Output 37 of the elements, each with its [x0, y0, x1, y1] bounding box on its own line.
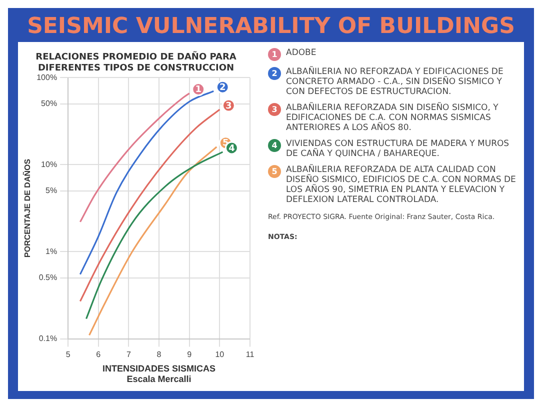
- legend-label: VIVIENDAS CON ESTRUCTURA DE MADERA Y MUROS DE CAÑA Y QUINCHA / BAHAREQUE.: [286, 139, 510, 159]
- y-tick-label: 10%: [41, 160, 58, 169]
- y-tick-label: 100%: [36, 72, 58, 82]
- y-axis-title: PORCENTAJE DE DAÑOS: [22, 158, 32, 258]
- line-series: [79, 90, 214, 276]
- text: 4: [272, 141, 278, 150]
- x-tick-label: 7: [126, 350, 132, 359]
- line-series: [79, 92, 190, 223]
- text: 5: [272, 167, 278, 176]
- chart-subtitle: RELACIONES PROMEDIO DE DAÑO PARA DIFERENTES TIPOS DE CONSTRUCCION: [36, 50, 236, 74]
- x-tick-label: 6: [96, 350, 102, 359]
- line-series: [79, 108, 220, 302]
- legend-label: ALBAÑILERIA REFORZADA SIN DISEÑO SISMICO, Y EDIFICACIONES DE C.A. CON NORMAS SISMICAS ANTERIORES A LOS AÑOS 80.: [286, 103, 500, 133]
- legend-label: ALBAÑILERIA NO REFORZADA Y EDIFICACIONES DE CONCRETO ARMADO - C.A., SIN DISEÑO SISMICO Y CON DEFECTOS DE ESTRUCTURACION.: [286, 67, 504, 97]
- y-tick-label: 0.5%: [38, 273, 58, 282]
- legend-label: ADOBE: [286, 48, 316, 58]
- x-tick-label: 8: [156, 350, 162, 359]
- x-tick-label: 5: [66, 350, 71, 359]
- chart-title: SEISMIC VULNERABILITY OF BUILDINGS: [26, 13, 516, 41]
- y-tick-label: 0.1%: [38, 334, 58, 344]
- annotation: 1: [195, 85, 202, 96]
- line-series: [88, 146, 218, 336]
- x-tick-label: 10: [215, 350, 225, 359]
- annotation: 3: [226, 101, 232, 112]
- line-series: [85, 151, 224, 320]
- legend-label: ALBAÑILERIA REFORZADA DE ALTA CALIDAD CON DISEÑO SISMICO, EDIFICIOS DE C.A. CON NORMAS DE LOS AÑOS 90, SIMETRIA EN PLANTA Y ELEVACION Y DEFLEXION LATERAL CONTROLADA.: [286, 165, 517, 205]
- x-tick-label: 9: [187, 350, 192, 359]
- x-tick-label: 11: [246, 350, 255, 359]
- y-tick-label: 50%: [41, 99, 58, 108]
- text: 1: [272, 50, 278, 59]
- text: 2: [272, 69, 278, 78]
- y-tick-label: 1%: [46, 246, 58, 256]
- annotation: 2: [219, 82, 226, 93]
- annotation: 4: [228, 144, 235, 154]
- y-tick-label: 5%: [46, 186, 58, 196]
- x-axis-title: INTENSIDADES SISMICAS Escala Mercalli: [102, 363, 216, 384]
- text: 3: [272, 105, 278, 114]
